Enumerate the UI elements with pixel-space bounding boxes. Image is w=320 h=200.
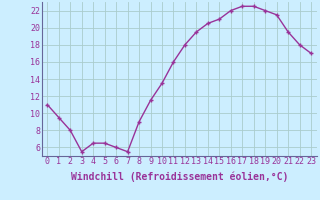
X-axis label: Windchill (Refroidissement éolien,°C): Windchill (Refroidissement éolien,°C) (70, 172, 288, 182)
